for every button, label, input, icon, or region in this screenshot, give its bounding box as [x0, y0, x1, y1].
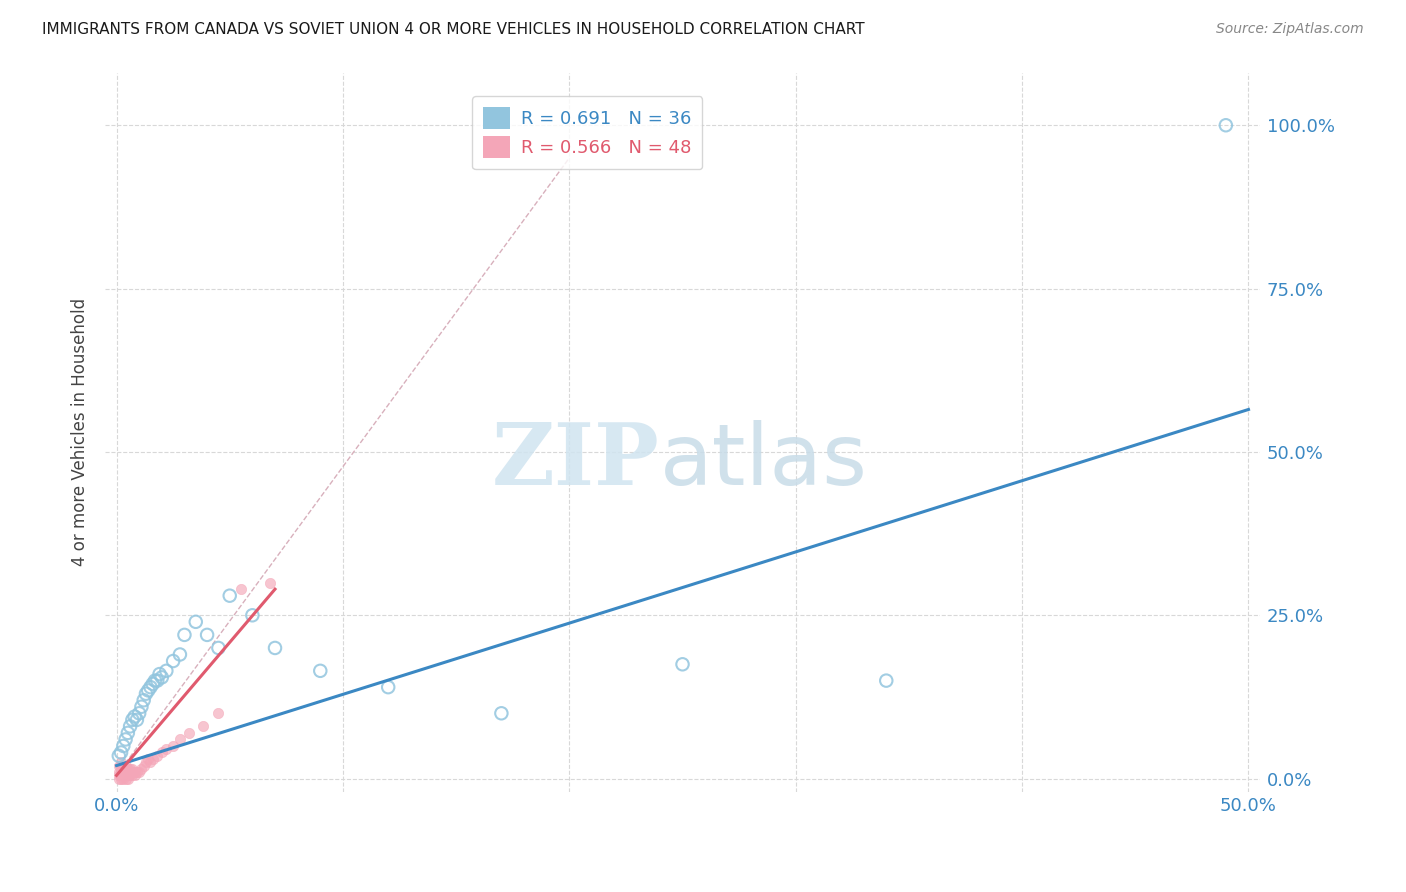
Y-axis label: 4 or more Vehicles in Household: 4 or more Vehicles in Household	[72, 298, 89, 566]
Point	[124, 768, 146, 782]
Point	[107, 772, 129, 786]
Point	[117, 765, 139, 780]
Point	[110, 746, 132, 760]
Point	[112, 772, 135, 786]
Point	[107, 748, 129, 763]
Point	[132, 693, 155, 707]
Point	[120, 768, 142, 782]
Point	[184, 615, 207, 629]
Point	[131, 762, 153, 776]
Point	[195, 628, 218, 642]
Point	[114, 772, 136, 786]
Point	[112, 768, 135, 782]
Point	[128, 706, 150, 721]
Point	[121, 713, 143, 727]
Point	[110, 762, 132, 776]
Point	[229, 582, 252, 596]
Point	[110, 772, 132, 786]
Point	[139, 680, 162, 694]
Point	[240, 608, 263, 623]
Point	[117, 772, 139, 786]
Point	[259, 575, 281, 590]
Point	[112, 762, 135, 776]
Point	[148, 667, 170, 681]
Text: Source: ZipAtlas.com: Source: ZipAtlas.com	[1216, 22, 1364, 37]
Point	[139, 756, 162, 770]
Point	[114, 765, 136, 780]
Point	[114, 758, 136, 772]
Point	[177, 726, 200, 740]
Point	[207, 706, 229, 721]
Point	[120, 765, 142, 780]
Point	[128, 765, 150, 780]
Point	[117, 768, 139, 782]
Point	[131, 699, 153, 714]
Point	[110, 756, 132, 770]
Point	[121, 762, 143, 776]
Point	[132, 758, 155, 772]
Point	[142, 677, 165, 691]
Point	[218, 589, 240, 603]
Point	[136, 683, 159, 698]
Point	[143, 673, 166, 688]
Point	[112, 739, 135, 753]
Point	[114, 732, 136, 747]
Point	[135, 756, 157, 770]
Point	[146, 748, 169, 763]
Point	[162, 654, 184, 668]
Point	[124, 765, 146, 780]
Point	[125, 765, 148, 780]
Point	[146, 673, 169, 688]
Point	[124, 709, 146, 723]
Point	[114, 762, 136, 776]
Point	[112, 765, 135, 780]
Point	[117, 726, 139, 740]
Point	[491, 706, 513, 721]
Point	[150, 746, 173, 760]
Point	[309, 664, 332, 678]
Point	[110, 765, 132, 780]
Point	[162, 739, 184, 753]
Point	[150, 670, 173, 684]
Point	[207, 640, 229, 655]
Point	[264, 640, 287, 655]
Point	[125, 713, 148, 727]
Point	[155, 664, 177, 678]
Point	[114, 768, 136, 782]
Point	[120, 762, 142, 776]
Point	[155, 742, 177, 756]
Point	[142, 752, 165, 766]
Point	[191, 719, 214, 733]
Point	[120, 719, 142, 733]
Point	[169, 732, 191, 747]
Text: IMMIGRANTS FROM CANADA VS SOVIET UNION 4 OR MORE VEHICLES IN HOUSEHOLD CORRELATI: IMMIGRANTS FROM CANADA VS SOVIET UNION 4…	[42, 22, 865, 37]
Point	[173, 628, 195, 642]
Point	[135, 687, 157, 701]
Point	[1215, 118, 1237, 132]
Point	[121, 768, 143, 782]
Point	[117, 762, 139, 776]
Text: ZIP: ZIP	[492, 419, 659, 503]
Point	[107, 758, 129, 772]
Point	[671, 657, 693, 672]
Point	[875, 673, 897, 688]
Point	[107, 768, 129, 782]
Point	[169, 648, 191, 662]
Point	[377, 680, 399, 694]
Point	[136, 752, 159, 766]
Text: atlas: atlas	[659, 419, 868, 502]
Point	[121, 765, 143, 780]
Point	[107, 765, 129, 780]
Point	[110, 768, 132, 782]
